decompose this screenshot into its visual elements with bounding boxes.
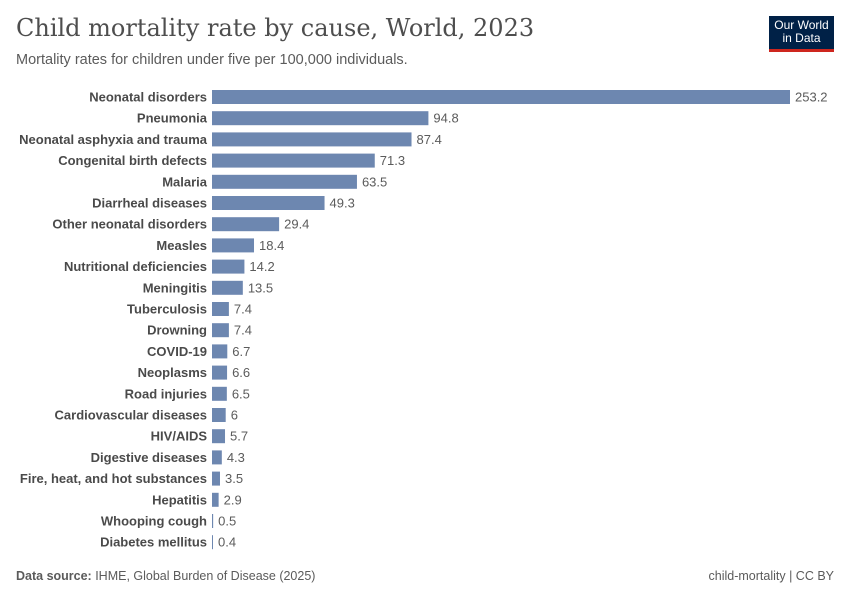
value-label: 87.4	[417, 132, 442, 147]
category-label: Hepatitis	[152, 492, 207, 507]
category-label: Whooping cough	[101, 514, 207, 529]
bar[interactable]	[212, 280, 243, 295]
value-label: 3.5	[225, 471, 243, 486]
value-label: 7.4	[234, 302, 252, 317]
data-source: Data source: IHME, Global Burden of Dise…	[16, 569, 316, 583]
bar[interactable]	[212, 344, 228, 359]
category-label: Meningitis	[143, 280, 207, 295]
bar[interactable]	[212, 90, 790, 104]
category-label: Neonatal asphyxia and trauma	[19, 132, 208, 147]
value-label: 49.3	[330, 196, 355, 211]
category-label: Pneumonia	[137, 111, 208, 126]
value-label: 6.5	[232, 386, 250, 401]
bar[interactable]	[212, 111, 429, 126]
value-label: 6.7	[232, 344, 250, 359]
value-label: 253.2	[795, 90, 828, 105]
bar[interactable]	[212, 514, 214, 528]
value-label: 18.4	[259, 238, 284, 253]
bar[interactable]	[212, 238, 255, 253]
category-label: Cardiovascular diseases	[55, 408, 207, 423]
category-label: Road injuries	[125, 386, 207, 401]
category-label: Malaria	[162, 174, 208, 189]
bar[interactable]	[212, 450, 222, 465]
category-label: Other neonatal disorders	[52, 217, 207, 232]
bar[interactable]	[212, 174, 357, 189]
value-label: 7.4	[234, 323, 252, 338]
bar[interactable]	[212, 429, 226, 444]
category-label: Digestive diseases	[91, 450, 207, 465]
value-label: 29.4	[284, 217, 309, 232]
bar[interactable]	[212, 196, 325, 210]
category-label: Nutritional deficiencies	[64, 259, 207, 274]
bar[interactable]	[212, 492, 219, 507]
bar[interactable]	[212, 302, 229, 316]
license[interactable]: child-mortality | CC BY	[708, 569, 835, 583]
bar[interactable]	[212, 323, 229, 338]
category-label: Congenital birth defects	[58, 153, 207, 168]
owid-logo[interactable]: Our World in Data	[769, 16, 834, 52]
value-label: 5.7	[230, 429, 248, 444]
source-link[interactable]: IHME, Global Burden of Disease (2025)	[91, 569, 316, 583]
category-label: Measles	[156, 238, 207, 253]
category-label: HIV/AIDS	[151, 429, 208, 444]
value-label: 94.8	[433, 111, 458, 126]
bar[interactable]	[212, 259, 245, 274]
value-label: 6	[231, 408, 238, 423]
bar[interactable]	[212, 153, 375, 168]
chart-title: Child mortality rate by cause, World, 20…	[16, 14, 535, 42]
category-label: Fire, heat, and hot substances	[20, 471, 207, 486]
bar[interactable]	[212, 365, 228, 380]
value-label: 4.3	[227, 450, 245, 465]
category-label: Diarrheal diseases	[92, 196, 207, 211]
value-label: 13.5	[248, 280, 273, 295]
bar[interactable]	[212, 535, 213, 550]
bar[interactable]	[212, 217, 280, 232]
value-label: 2.9	[224, 492, 242, 507]
category-label: Neonatal disorders	[89, 90, 207, 105]
bar[interactable]	[212, 408, 226, 422]
logo-text: Our World in Data	[774, 18, 829, 45]
category-label: Neoplasms	[138, 365, 207, 380]
value-label: 6.6	[232, 365, 250, 380]
category-label: Drowning	[147, 323, 207, 338]
value-label: 0.5	[218, 514, 236, 529]
category-label: COVID-19	[147, 344, 207, 359]
value-label: 63.5	[362, 174, 387, 189]
category-label: Diabetes mellitus	[100, 535, 207, 550]
bar[interactable]	[212, 132, 412, 147]
bar[interactable]	[212, 386, 227, 401]
category-label: Tuberculosis	[127, 302, 207, 317]
chart-subtitle: Mortality rates for children under five …	[16, 52, 408, 68]
value-label: 71.3	[380, 153, 405, 168]
value-label: 0.4	[218, 535, 236, 550]
value-label: 14.2	[249, 259, 274, 274]
bar[interactable]	[212, 471, 220, 486]
